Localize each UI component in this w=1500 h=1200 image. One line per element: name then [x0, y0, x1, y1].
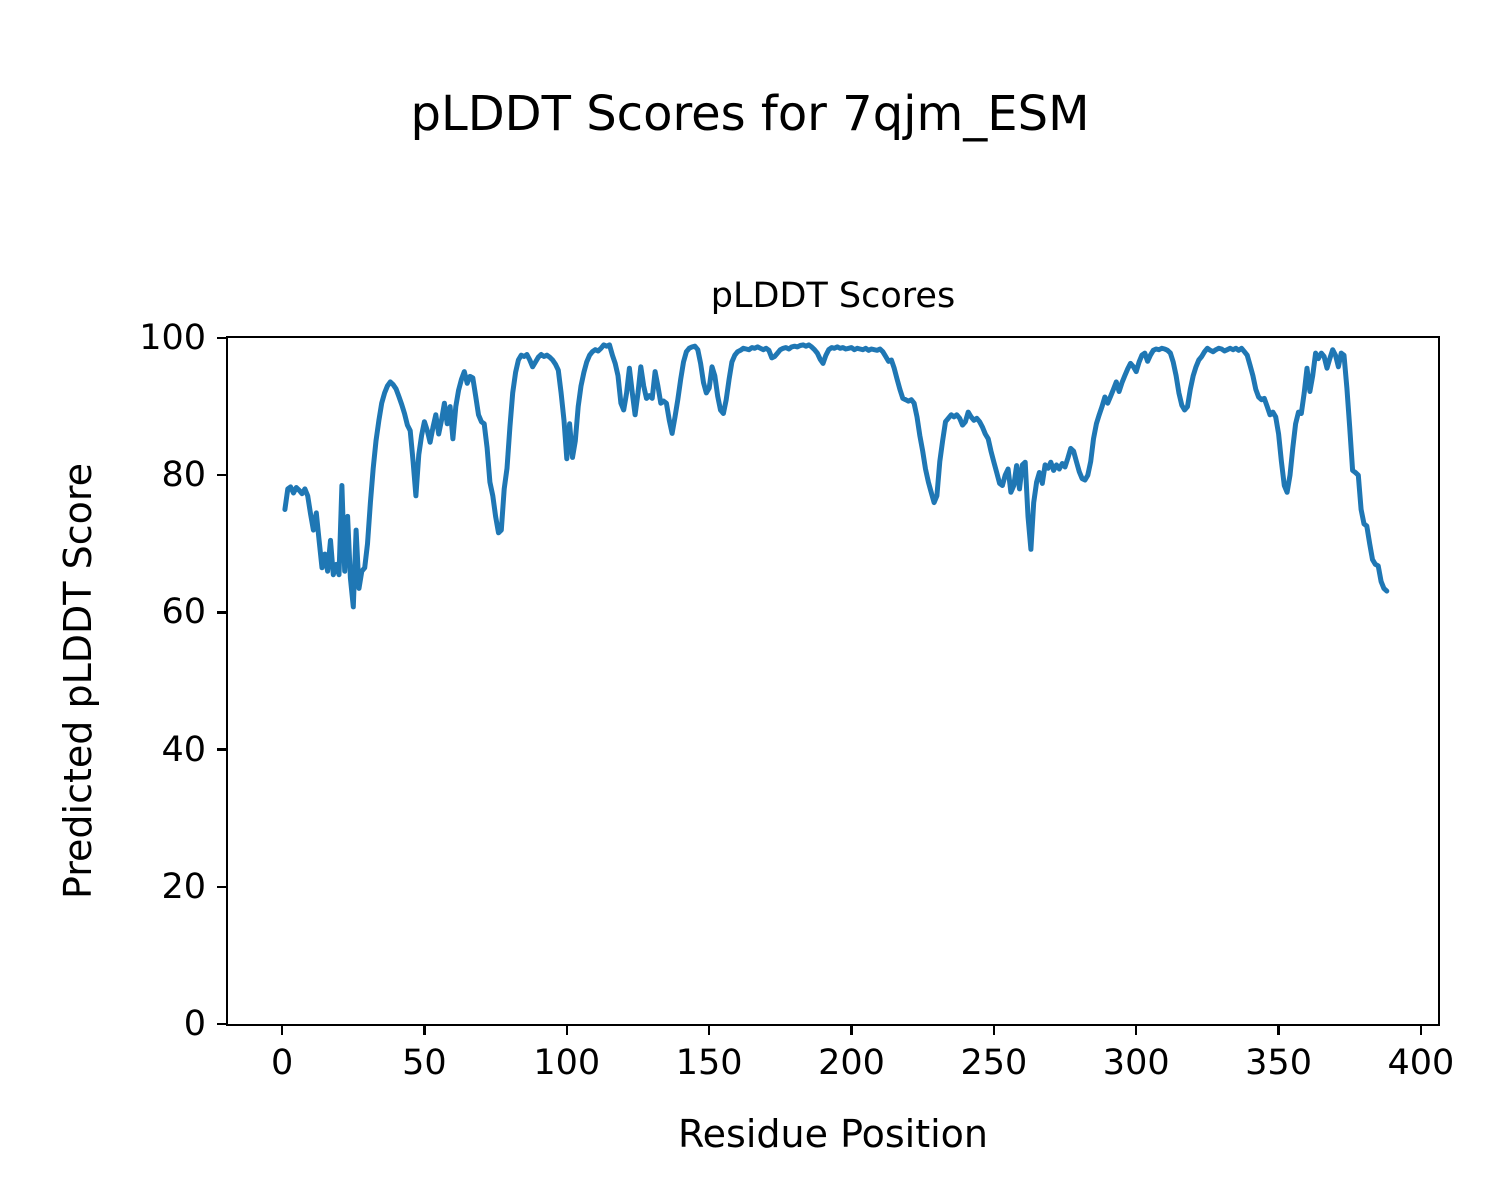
x-axis-label: Residue Position	[677, 1112, 989, 1156]
x-tick-mark	[707, 1025, 711, 1035]
x-tick-label: 100	[533, 1043, 601, 1083]
x-tick-label: 0	[270, 1043, 294, 1083]
x-tick-label: 400	[1387, 1043, 1455, 1083]
x-tick-mark	[423, 1025, 426, 1035]
plot-area	[226, 336, 1440, 1026]
x-tick-label: 300	[1102, 1043, 1170, 1083]
x-tick-mark	[1277, 1025, 1280, 1035]
y-tick-label: 40	[161, 729, 206, 770]
x-tick-label: 350	[1245, 1043, 1312, 1083]
x-tick-mark	[1419, 1025, 1423, 1035]
x-tick-label: 250	[960, 1043, 1028, 1083]
y-tick-mark	[217, 1022, 227, 1026]
plddt-line	[282, 342, 1390, 610]
x-tick-mark	[565, 1025, 569, 1035]
y-tick-label: 60	[161, 592, 206, 633]
x-tick-label: 150	[675, 1043, 743, 1083]
y-tick-label: 0	[183, 1004, 206, 1044]
x-tick-label: 50	[402, 1043, 447, 1083]
plddt-line-chart	[282, 342, 1390, 610]
x-tick-label: 200	[818, 1043, 885, 1083]
y-tick-mark	[217, 473, 227, 477]
y-tick-mark	[217, 885, 227, 889]
y-tick-label: 80	[161, 455, 206, 496]
y-axis-label: Predicted pLDDT Score	[56, 463, 100, 899]
x-tick-mark	[280, 1025, 284, 1035]
x-tick-mark	[1134, 1025, 1138, 1035]
figure-title: pLDDT Scores for 7qjm_ESM	[410, 86, 1090, 142]
y-tick-label: 100	[139, 318, 206, 358]
y-tick-label: 20	[161, 866, 206, 907]
y-tick-mark	[217, 336, 227, 340]
x-tick-mark	[992, 1025, 996, 1035]
y-tick-mark	[217, 748, 227, 751]
axes-title: pLDDT Scores	[710, 276, 956, 316]
y-tick-mark	[217, 611, 227, 614]
x-tick-mark	[850, 1025, 853, 1035]
